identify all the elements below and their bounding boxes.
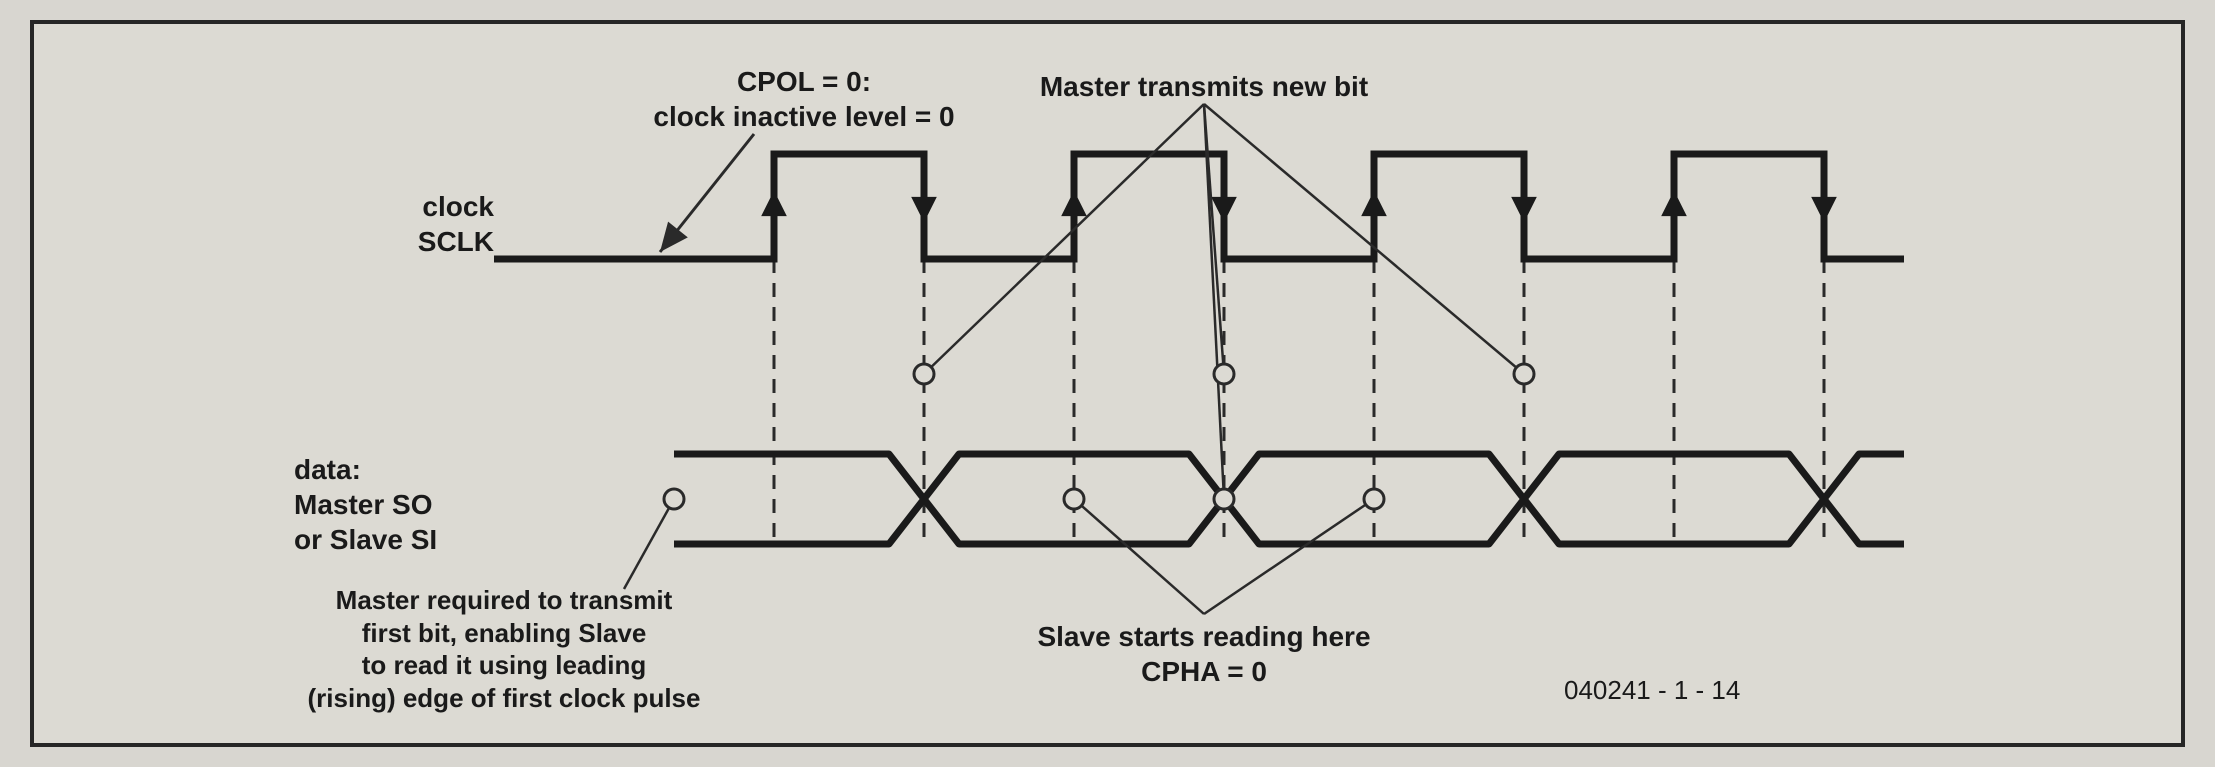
falling-edge-arrow-icon [911,197,937,223]
label-clock-sclk: clock SCLK [294,189,494,259]
data-waveform-b [674,454,1904,544]
callout-marker-icon [1064,489,1084,509]
falling-edge-arrow-icon [1511,197,1537,223]
diagram-frame: CPOL = 0: clock inactive level = 0 Maste… [30,20,2185,747]
rising-edge-arrow-icon [761,191,787,217]
callout-marker-icon [1514,364,1534,384]
page: CPOL = 0: clock inactive level = 0 Maste… [0,0,2215,767]
rising-edge-arrow-icon [1061,191,1087,217]
label-slave-reads: Slave starts reading here CPHA = 0 [934,619,1474,689]
rising-edge-arrow-icon [1361,191,1387,217]
label-data-lines: data: Master SO or Slave SI [294,452,494,557]
callout-marker-icon [664,489,684,509]
leader-line [1204,499,1374,614]
falling-edge-arrow-icon [1211,197,1237,223]
callout-marker-icon [1214,364,1234,384]
leader-line [624,499,674,589]
callout-marker-icon [1214,489,1234,509]
cpol-pointer-arrowhead-icon [660,222,688,252]
callout-marker-icon [1364,489,1384,509]
clock-waveform [494,154,1904,259]
callout-marker-icon [914,364,934,384]
label-first-bit-note: Master required to transmit first bit, e… [264,584,744,714]
data-waveform-a [674,454,1904,544]
label-master-transmits: Master transmits new bit [904,69,1504,104]
leader-line [924,104,1204,374]
rising-edge-arrow-icon [1661,191,1687,217]
label-figure-ref: 040241 - 1 - 14 [1564,674,1864,707]
falling-edge-arrow-icon [1811,197,1837,223]
leader-line [1074,499,1204,614]
leader-line [1204,104,1524,374]
